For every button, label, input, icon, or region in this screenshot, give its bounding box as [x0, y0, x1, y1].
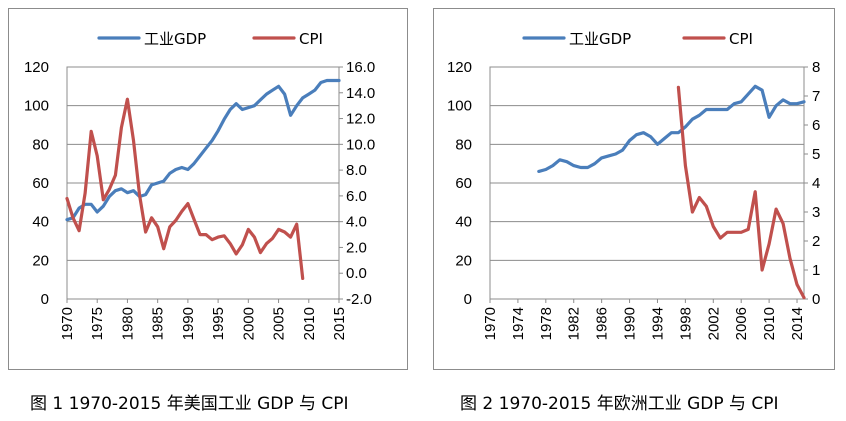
chart-usa-plot: 0 20 40 60 80 100 120 -2.0 0.0 2.0 4.0 6.0 8.0 10.0 12… — [24, 30, 375, 340]
x-tick-label: 1980 — [119, 307, 136, 340]
legend-label: CPI — [729, 30, 753, 48]
y-right-tick-label: 8.0 — [346, 162, 367, 179]
y-right-tick-label: 1 — [812, 262, 820, 279]
x-tick-label: 2015 — [331, 307, 348, 340]
x-tick-label: 2006 — [733, 307, 750, 340]
y-right-tick-label: 6.0 — [346, 188, 367, 205]
y-right-tick-label: 2.0 — [346, 239, 367, 256]
y-right-tick-label: 7 — [812, 88, 820, 105]
y-right-tick-label: 14.0 — [346, 85, 375, 102]
y-right-tick-label: 2 — [812, 233, 820, 250]
x-tick-label: 1990 — [180, 307, 197, 340]
x-tick-label: 1974 — [510, 307, 527, 340]
x-tick-label: 2000 — [240, 307, 257, 340]
legend-label: 工业GDP — [144, 30, 206, 48]
y-right-tick-label: 16.0 — [346, 59, 375, 76]
y-right-tick-label: 5 — [812, 146, 820, 163]
x-tick-label: 2002 — [705, 307, 722, 340]
chart-europe-plot: 0 20 40 60 80 100 120 0 1 2 3 4 5 6 7 8 1970 1974 1978 1982… — [447, 30, 820, 340]
y-left-tick-label: 120 — [24, 59, 49, 76]
y-right-tick-label: 3 — [812, 204, 820, 221]
x-tick-label: 1978 — [538, 307, 555, 340]
usa-series-cpi-line — [65, 97, 305, 280]
x-tick-label: 2010 — [761, 307, 778, 340]
x-tick-label: 1986 — [594, 307, 611, 340]
plot-area-frame — [66, 66, 340, 300]
x-tick-label: 2010 — [301, 307, 318, 340]
y-left-tick-label: 40 — [455, 214, 472, 231]
y-left-tick-label: 20 — [455, 252, 472, 269]
y-right-tick-label: 0.0 — [346, 265, 367, 282]
y-right-tick-label: 8 — [812, 59, 820, 76]
legend-label: 工业GDP — [569, 30, 631, 48]
x-tick-label: 1998 — [677, 307, 694, 340]
figure-1-caption: 图 1 1970-2015 年美国工业 GDP 与 CPI — [30, 394, 349, 414]
x-tick-label: 2005 — [271, 307, 288, 340]
y-right-tick-label: 4 — [812, 175, 820, 192]
y-left-tick-label: 120 — [447, 59, 472, 76]
x-tick-label: 1975 — [89, 307, 106, 340]
chart-usa: 0 20 40 60 80 100 120 -2.0 0.0 2.0 4.0 6.0 8.0 10.0 12… — [8, 8, 408, 370]
y-right-tick-label: 12.0 — [346, 111, 375, 128]
y-left-tick-label: 0 — [41, 291, 49, 308]
y-right-tick-label: 0 — [812, 291, 820, 308]
eu-series-gdp-line — [537, 84, 806, 173]
x-tick-label: 1970 — [59, 307, 76, 340]
y-left-tick-label: 80 — [455, 136, 472, 153]
y-left-tick-label: 100 — [447, 98, 472, 115]
usa-series-gdp-line — [65, 78, 341, 222]
y-left-tick-label: 60 — [32, 175, 49, 192]
y-right-tick-label: 4.0 — [346, 214, 367, 231]
y-right-tick-label: 10.0 — [346, 136, 375, 153]
y-left-tick-label: 0 — [464, 291, 472, 308]
x-tick-label: 1970 — [482, 307, 499, 340]
x-tick-label: 1982 — [566, 307, 583, 340]
y-right-tick-label: 6 — [812, 117, 820, 134]
y-left-tick-label: 20 — [32, 252, 49, 269]
x-tick-label: 1985 — [150, 307, 167, 340]
legend-label: CPI — [299, 30, 323, 48]
chart-europe: 0 20 40 60 80 100 120 0 1 2 3 4 5 6 7 8 1970 1974 1978 1982… — [433, 8, 835, 370]
x-tick-label: 2014 — [789, 307, 806, 340]
y-left-tick-label: 40 — [32, 214, 49, 231]
figure-2-caption: 图 2 1970-2015 年欧洲工业 GDP 与 CPI — [460, 394, 779, 414]
x-tick-label: 1994 — [649, 307, 666, 340]
y-left-tick-label: 60 — [455, 175, 472, 192]
eu-series-cpi-line — [676, 85, 806, 300]
y-left-tick-label: 100 — [24, 98, 49, 115]
y-right-tick-label: -2.0 — [346, 291, 372, 308]
x-tick-label: 1990 — [622, 307, 639, 340]
y-left-tick-label: 80 — [32, 136, 49, 153]
x-tick-label: 1995 — [210, 307, 227, 340]
